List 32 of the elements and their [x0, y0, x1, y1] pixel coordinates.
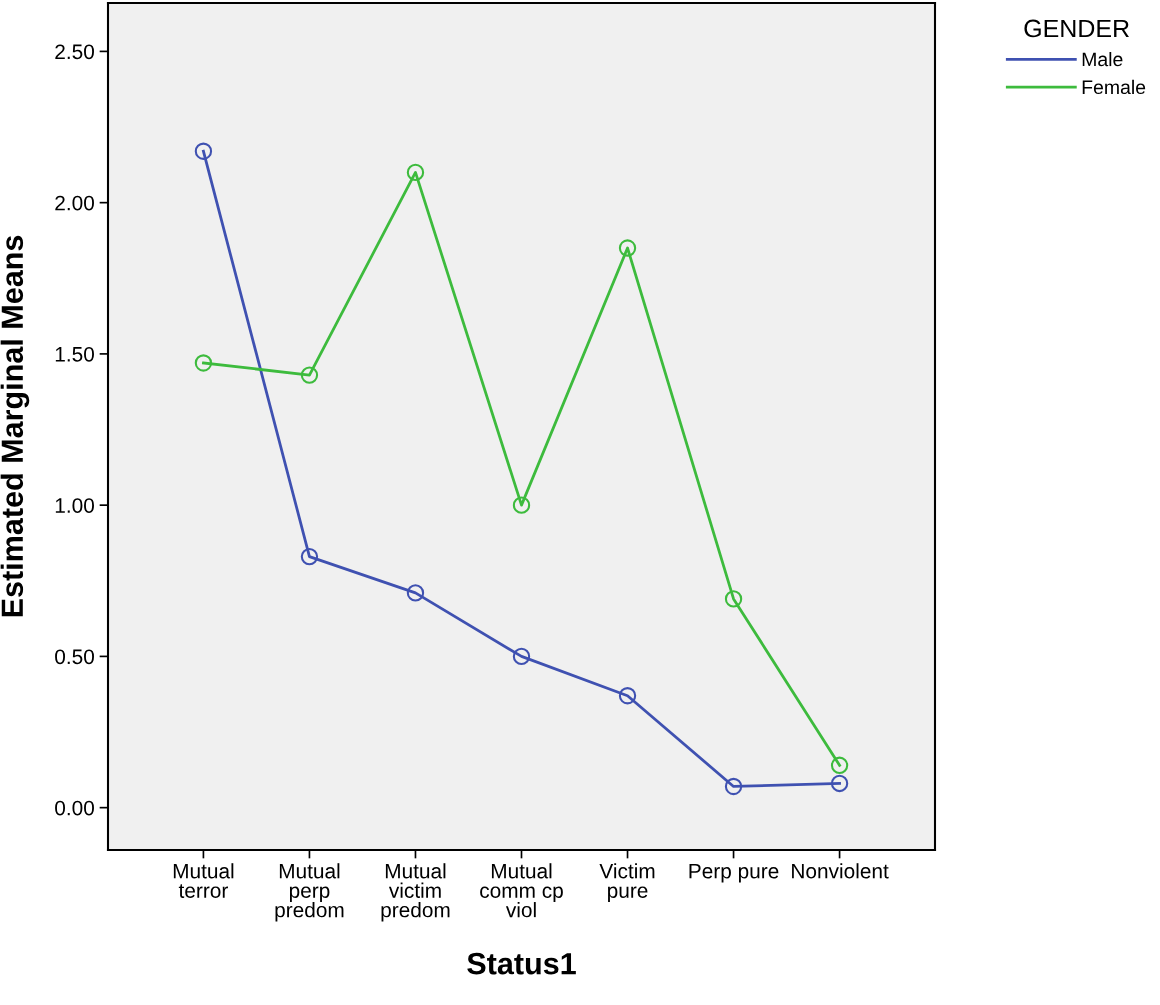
x-tick-label: Mutual perp predom — [275, 863, 344, 922]
x-tick-label: Victim pure — [599, 863, 655, 903]
y-axis-title: Estimated Marginal Means — [0, 235, 30, 617]
point — [406, 163, 425, 182]
point — [300, 366, 319, 384]
y-tick-label: 0.00 — [55, 800, 94, 816]
legend-label: Female — [1082, 79, 1146, 95]
y-tick-label: 2.00 — [55, 195, 94, 211]
x-tick-label: Mutual comm cp viol — [480, 863, 563, 918]
point — [194, 354, 213, 372]
point — [830, 756, 849, 774]
y-tick-label: 1.50 — [55, 346, 94, 362]
point — [512, 647, 531, 666]
y-tick-label: 0.50 — [55, 649, 94, 665]
point — [724, 590, 743, 608]
point — [618, 687, 637, 705]
legend-title: GENDER — [1024, 19, 1129, 38]
point — [300, 547, 319, 566]
point — [512, 496, 531, 514]
legend-label: Male — [1082, 51, 1123, 67]
point — [194, 142, 213, 160]
point — [724, 777, 743, 796]
x-tick-label: Perp pure — [689, 863, 779, 883]
point — [618, 239, 637, 257]
y-tick-label: 2.50 — [55, 44, 94, 60]
x-tick-label: Mutual terror — [173, 863, 234, 898]
point — [830, 774, 849, 793]
x-tick-label: Mutual victim predom — [381, 863, 450, 922]
x-tick-label: Nonviolent — [792, 863, 889, 879]
x-axis-title: Status1 — [467, 952, 576, 975]
point — [406, 584, 425, 602]
y-tick-label: 1.00 — [55, 498, 94, 513]
